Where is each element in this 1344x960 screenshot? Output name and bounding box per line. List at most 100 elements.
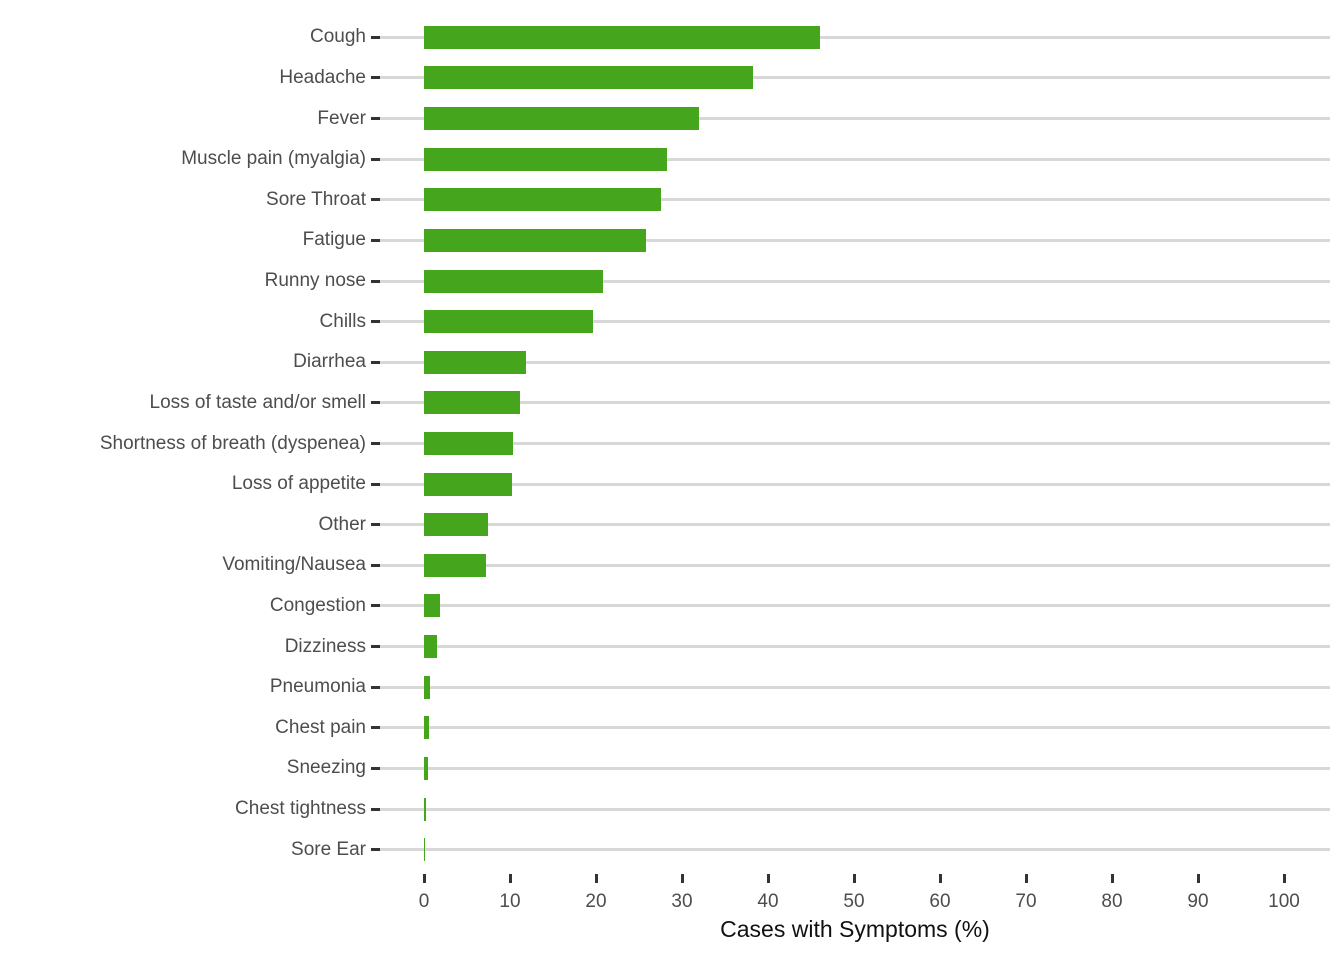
x-axis-tick-label: 50 bbox=[843, 891, 865, 912]
category-label: Shortness of breath (dyspenea) bbox=[99, 432, 366, 454]
bar-runny-nose bbox=[424, 269, 603, 293]
major-gridline bbox=[380, 279, 1330, 283]
major-gridline bbox=[380, 442, 1330, 445]
y-axis-tick bbox=[371, 198, 380, 202]
x-axis-tick-label: 90 bbox=[1187, 891, 1209, 912]
y-axis-tick bbox=[371, 157, 380, 161]
x-axis-tick bbox=[422, 874, 426, 883]
major-gridline bbox=[380, 35, 1330, 39]
x-axis-tick-label: 80 bbox=[1101, 891, 1123, 912]
bar-loss-of-taste-and-or-smell bbox=[424, 391, 521, 415]
y-axis-tick bbox=[371, 279, 380, 283]
category-label: Chest tightness bbox=[235, 798, 366, 820]
bar-dizziness bbox=[424, 635, 437, 659]
category-label: Headache bbox=[279, 66, 366, 88]
bar-headache bbox=[424, 66, 753, 90]
x-axis-tick bbox=[938, 874, 942, 883]
category-label: Runny nose bbox=[264, 270, 366, 292]
y-axis-tick bbox=[371, 320, 380, 324]
x-axis-tick-label: 30 bbox=[671, 891, 693, 912]
major-gridline bbox=[380, 766, 1330, 770]
bar-cough bbox=[424, 25, 821, 49]
major-gridline bbox=[380, 523, 1330, 527]
major-gridline bbox=[380, 807, 1330, 811]
category-label: Sore Ear bbox=[291, 838, 366, 860]
category-label: Sore Throat bbox=[266, 188, 366, 210]
bar-sore-throat bbox=[424, 188, 661, 212]
category-label: Diarrhea bbox=[293, 351, 366, 373]
x-axis-tick bbox=[594, 874, 598, 883]
major-gridline bbox=[380, 645, 1330, 649]
category-label: Muscle pain (myalgia) bbox=[181, 148, 366, 170]
bar-congestion bbox=[424, 594, 441, 618]
y-axis-tick bbox=[371, 807, 380, 811]
major-gridline bbox=[380, 76, 1330, 80]
bar-sneezing bbox=[424, 756, 429, 780]
y-axis-tick bbox=[371, 848, 380, 852]
x-axis-tick bbox=[1282, 874, 1286, 883]
bar-fatigue bbox=[424, 228, 646, 252]
y-axis-tick bbox=[371, 238, 380, 242]
major-gridline bbox=[380, 726, 1330, 730]
bar-loss-of-appetite bbox=[424, 472, 512, 496]
category-label: Chills bbox=[319, 310, 366, 332]
major-gridline bbox=[380, 685, 1330, 689]
category-label: Cough bbox=[310, 26, 366, 48]
y-axis-tick bbox=[371, 442, 380, 445]
major-gridline bbox=[380, 198, 1330, 202]
category-label: Fever bbox=[317, 107, 366, 129]
major-gridline bbox=[380, 604, 1330, 608]
x-axis-tick bbox=[1024, 874, 1028, 883]
major-gridline bbox=[380, 848, 1330, 852]
y-axis-tick bbox=[371, 604, 380, 608]
x-axis-tick-label: 20 bbox=[585, 891, 607, 912]
bar-shortness-of-breath-dyspenea bbox=[424, 432, 513, 455]
bar-chills bbox=[424, 310, 593, 334]
x-axis-tick-label: 60 bbox=[929, 891, 951, 912]
category-label: Fatigue bbox=[302, 229, 366, 251]
bar-muscle-pain-myalgia bbox=[424, 147, 668, 171]
y-axis-tick bbox=[371, 401, 380, 405]
y-axis-tick bbox=[371, 563, 380, 567]
y-axis-tick bbox=[371, 482, 380, 486]
x-axis-tick bbox=[1196, 874, 1200, 883]
x-axis-tick-label: 0 bbox=[418, 891, 430, 912]
x-axis-tick bbox=[766, 874, 770, 883]
category-label: Other bbox=[318, 513, 366, 535]
category-label: Sneezing bbox=[286, 757, 366, 779]
bar-diarrhea bbox=[424, 350, 527, 374]
category-label: Pneumonia bbox=[269, 676, 366, 698]
y-axis-tick bbox=[371, 76, 380, 80]
x-axis-tick bbox=[852, 874, 856, 883]
bar-chest-tightness bbox=[424, 797, 426, 821]
x-axis-tick-label: 40 bbox=[757, 891, 779, 912]
y-axis-tick bbox=[371, 726, 380, 730]
x-axis-tick bbox=[1110, 874, 1114, 883]
major-gridline bbox=[380, 401, 1330, 405]
y-axis-tick bbox=[371, 117, 380, 121]
x-axis-tick-label: 70 bbox=[1015, 891, 1037, 912]
x-axis-title: Cases with Symptoms (%) bbox=[720, 916, 990, 942]
y-axis-tick bbox=[371, 523, 380, 527]
y-axis-tick bbox=[371, 360, 380, 364]
major-gridline bbox=[380, 320, 1330, 324]
x-axis-tick bbox=[508, 874, 512, 883]
x-axis-tick bbox=[680, 874, 684, 883]
category-label: Chest pain bbox=[275, 716, 366, 738]
category-label: Vomiting/Nausea bbox=[222, 554, 366, 576]
category-label: Dizziness bbox=[284, 635, 366, 657]
y-axis-tick bbox=[371, 645, 380, 649]
bar-other bbox=[424, 513, 488, 537]
major-gridline bbox=[380, 238, 1330, 242]
bar-fever bbox=[424, 107, 700, 131]
major-gridline bbox=[380, 482, 1330, 486]
bar-chest-pain bbox=[424, 716, 430, 740]
x-axis-tick-label: 10 bbox=[499, 891, 521, 912]
y-axis-tick bbox=[371, 685, 380, 689]
category-label: Loss of appetite bbox=[231, 473, 366, 495]
major-gridline bbox=[380, 157, 1330, 161]
y-axis-tick bbox=[371, 35, 380, 39]
category-label: Congestion bbox=[269, 594, 366, 616]
bar-vomiting-nausea bbox=[424, 553, 486, 577]
